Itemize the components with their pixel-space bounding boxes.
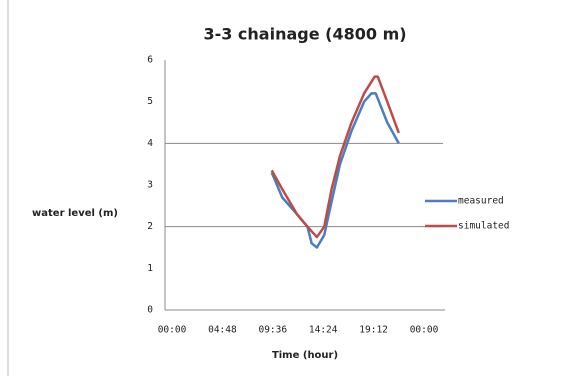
x-tick-label: 19:12 (359, 325, 388, 336)
legend-label: simulated (458, 221, 509, 232)
x-tick-label: 09:36 (258, 325, 287, 336)
y-tick-label: 0 (147, 305, 153, 316)
x-tick-label: 14:24 (309, 325, 338, 336)
y-tick-label: 1 (147, 263, 153, 274)
x-axis-label: Time (hour) (272, 350, 338, 361)
y-tick-label: 3 (147, 180, 153, 191)
x-tick-label: 04:48 (208, 325, 237, 336)
series-line (270, 75, 400, 239)
y-tick-label: 4 (147, 138, 153, 149)
legend-label: measured (458, 196, 504, 207)
y-tick-label: 2 (147, 221, 153, 232)
y-tick-label: 6 (147, 55, 153, 66)
x-tick-label: 00:00 (158, 325, 187, 336)
chart-title: 3-3 chainage (4800 m) (203, 25, 406, 44)
y-axis-label: water level (m) (32, 208, 118, 219)
y-tick-label: 5 (147, 96, 153, 107)
x-tick-label: 00:00 (410, 325, 439, 336)
